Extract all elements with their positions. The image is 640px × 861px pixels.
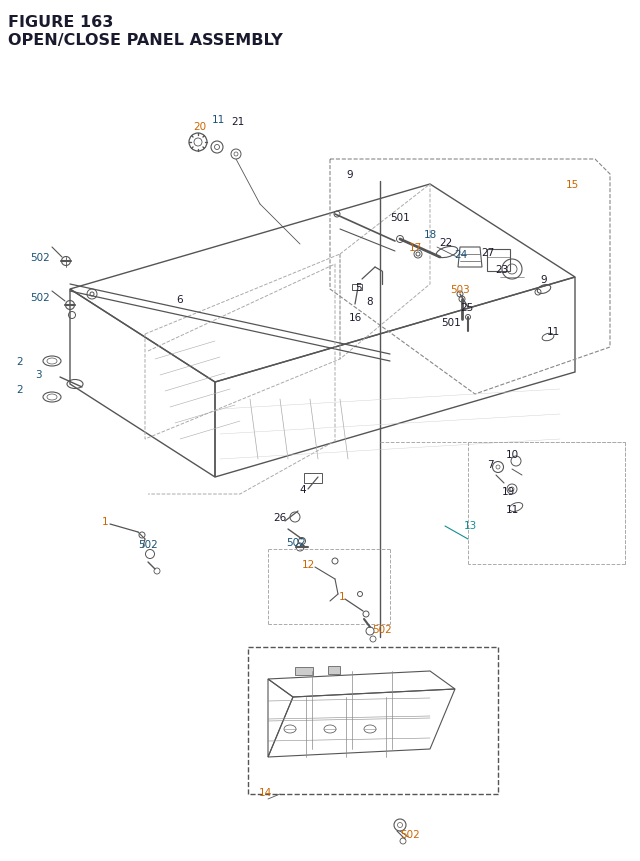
Text: 15: 15 — [565, 180, 579, 189]
Text: 8: 8 — [367, 297, 373, 307]
Text: 6: 6 — [177, 294, 183, 305]
Text: 502: 502 — [30, 253, 50, 263]
Text: 18: 18 — [424, 230, 436, 239]
Text: 503: 503 — [450, 285, 470, 294]
Text: 14: 14 — [259, 787, 271, 797]
Text: 502: 502 — [400, 829, 420, 839]
Text: 26: 26 — [273, 512, 287, 523]
Text: 12: 12 — [301, 560, 315, 569]
Bar — [328, 666, 340, 674]
Text: 2: 2 — [17, 385, 23, 394]
Text: 22: 22 — [440, 238, 452, 248]
Text: 1: 1 — [102, 517, 108, 526]
Text: 2: 2 — [17, 356, 23, 367]
Text: 11: 11 — [506, 505, 518, 514]
Text: 501: 501 — [441, 318, 461, 328]
Text: 7: 7 — [486, 460, 493, 469]
Text: 3: 3 — [35, 369, 42, 380]
Text: 11: 11 — [211, 115, 225, 125]
Text: 25: 25 — [460, 303, 474, 313]
Text: 502: 502 — [372, 624, 392, 635]
Text: 23: 23 — [495, 264, 509, 275]
Text: 502: 502 — [138, 539, 158, 549]
Text: 502: 502 — [286, 537, 306, 548]
Text: 11: 11 — [547, 326, 559, 337]
Text: 10: 10 — [506, 449, 518, 460]
Text: 9: 9 — [347, 170, 353, 180]
Bar — [304, 474, 322, 483]
Text: 24: 24 — [454, 250, 468, 260]
Text: FIGURE 163: FIGURE 163 — [8, 15, 113, 30]
Text: 4: 4 — [300, 485, 307, 494]
Text: 1: 1 — [339, 592, 346, 601]
Text: 19: 19 — [501, 486, 515, 497]
Text: 501: 501 — [390, 213, 410, 223]
Text: 21: 21 — [232, 117, 244, 127]
Bar — [352, 285, 362, 291]
Bar — [295, 667, 313, 675]
Text: 5: 5 — [355, 282, 362, 293]
Text: 502: 502 — [30, 293, 50, 303]
Text: 20: 20 — [193, 122, 207, 132]
Text: OPEN/CLOSE PANEL ASSEMBLY: OPEN/CLOSE PANEL ASSEMBLY — [8, 33, 283, 48]
Text: 9: 9 — [541, 275, 547, 285]
Text: 27: 27 — [481, 248, 495, 257]
Text: 16: 16 — [348, 313, 362, 323]
Text: 13: 13 — [463, 520, 477, 530]
Text: 17: 17 — [408, 243, 422, 253]
